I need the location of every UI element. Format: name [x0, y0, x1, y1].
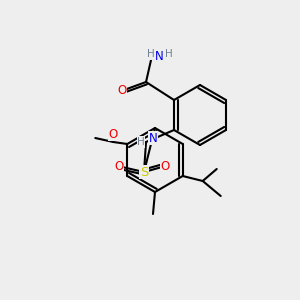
Text: S: S [140, 166, 148, 178]
Text: H: H [147, 49, 155, 59]
Text: N: N [148, 131, 158, 145]
Text: O: O [109, 128, 118, 140]
Text: H: H [137, 137, 145, 147]
Text: N: N [154, 50, 164, 62]
Text: O: O [114, 160, 124, 173]
Text: O: O [117, 83, 127, 97]
Text: H: H [165, 49, 173, 59]
Text: O: O [160, 160, 169, 173]
